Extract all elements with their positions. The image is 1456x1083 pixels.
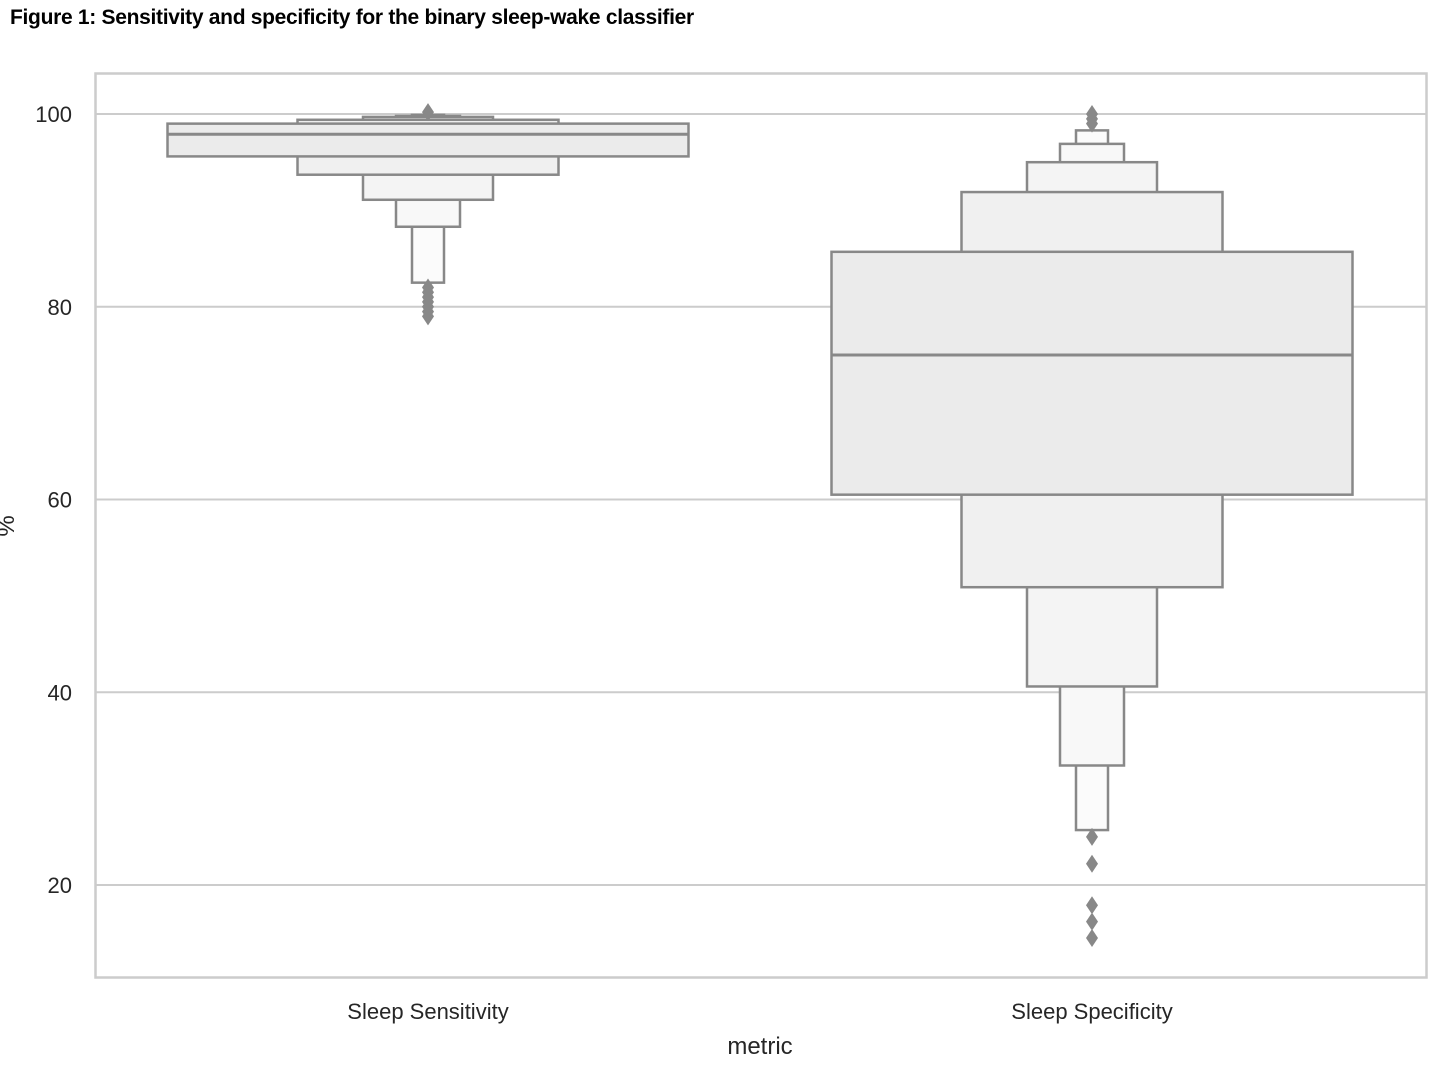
y-tick-label: 60	[48, 488, 72, 513]
outlier-marker	[1086, 105, 1098, 123]
y-axis-label: %	[0, 515, 20, 536]
y-axis-ticks: 20 40 60 80 100	[35, 102, 72, 898]
outlier-marker	[422, 307, 434, 326]
boxen-series	[166, 103, 1354, 948]
outlier-marker	[1086, 912, 1098, 931]
letter-value-box	[166, 122, 690, 158]
boxen-specificity	[830, 105, 1354, 948]
x-axis-ticks: Sleep Sensitivity Sleep Specificity	[347, 999, 1172, 1024]
outlier-marker	[1086, 827, 1098, 846]
outlier-marker	[1086, 896, 1098, 915]
x-tick-label: Sleep Specificity	[1011, 999, 1172, 1024]
y-tick-label: 20	[48, 873, 72, 898]
letter-value-box	[830, 250, 1354, 496]
plot-frame	[94, 72, 1428, 979]
outlier-marker	[1086, 929, 1098, 948]
y-tick-label: 100	[35, 102, 72, 127]
y-gridlines	[95, 113, 1426, 886]
figure-title: Figure 1: Sensitivity and specificity fo…	[10, 6, 694, 29]
x-axis-label: metric	[727, 1033, 792, 1060]
x-tick-label: Sleep Sensitivity	[347, 999, 508, 1024]
outlier-marker	[1086, 854, 1098, 873]
boxen-sensitivity	[166, 103, 690, 326]
outlier-marker	[422, 103, 434, 122]
y-tick-label: 80	[48, 295, 72, 320]
y-tick-label: 40	[48, 680, 72, 705]
